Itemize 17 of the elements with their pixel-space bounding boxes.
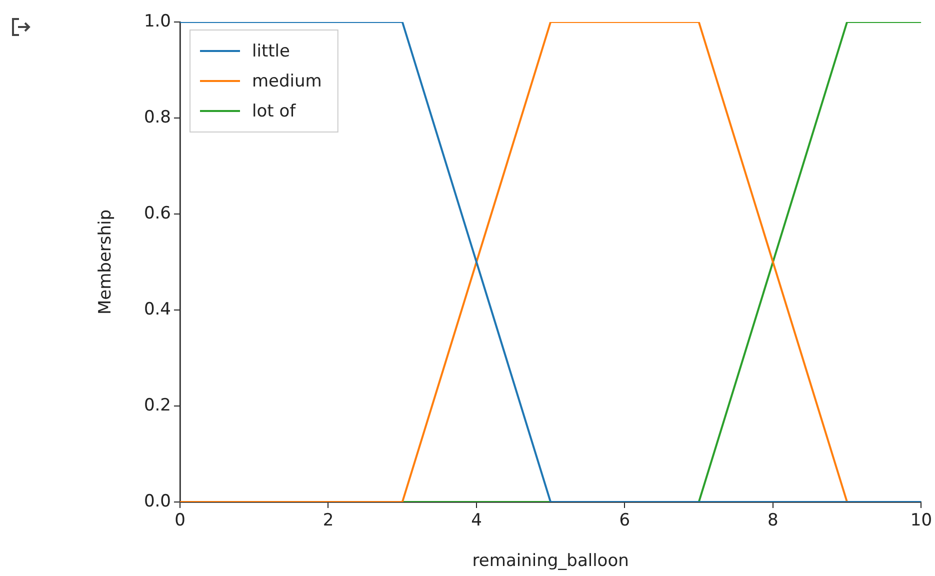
y-tick-label: 0.2 [144, 395, 171, 416]
y-tick-label: 0.4 [144, 299, 171, 320]
legend-label: medium [252, 71, 322, 92]
legend-label: lot of [252, 101, 297, 122]
x-axis-title: remaining_balloon [472, 551, 629, 572]
x-tick-label: 8 [768, 510, 778, 531]
x-tick-label: 6 [619, 510, 630, 531]
x-tick-label: 2 [322, 510, 334, 531]
y-tick-label: 0.6 [144, 203, 171, 224]
y-tick-label: 0.8 [144, 107, 171, 128]
y-tick-label: 1.0 [144, 11, 171, 32]
y-axis-title: Membership [96, 209, 116, 315]
y-tick-label: 0.0 [144, 491, 171, 512]
x-tick-label: 4 [471, 510, 482, 531]
x-tick-label: 0 [174, 510, 186, 531]
legend-label: little [252, 41, 290, 62]
x-tick-label: 10 [910, 510, 932, 531]
